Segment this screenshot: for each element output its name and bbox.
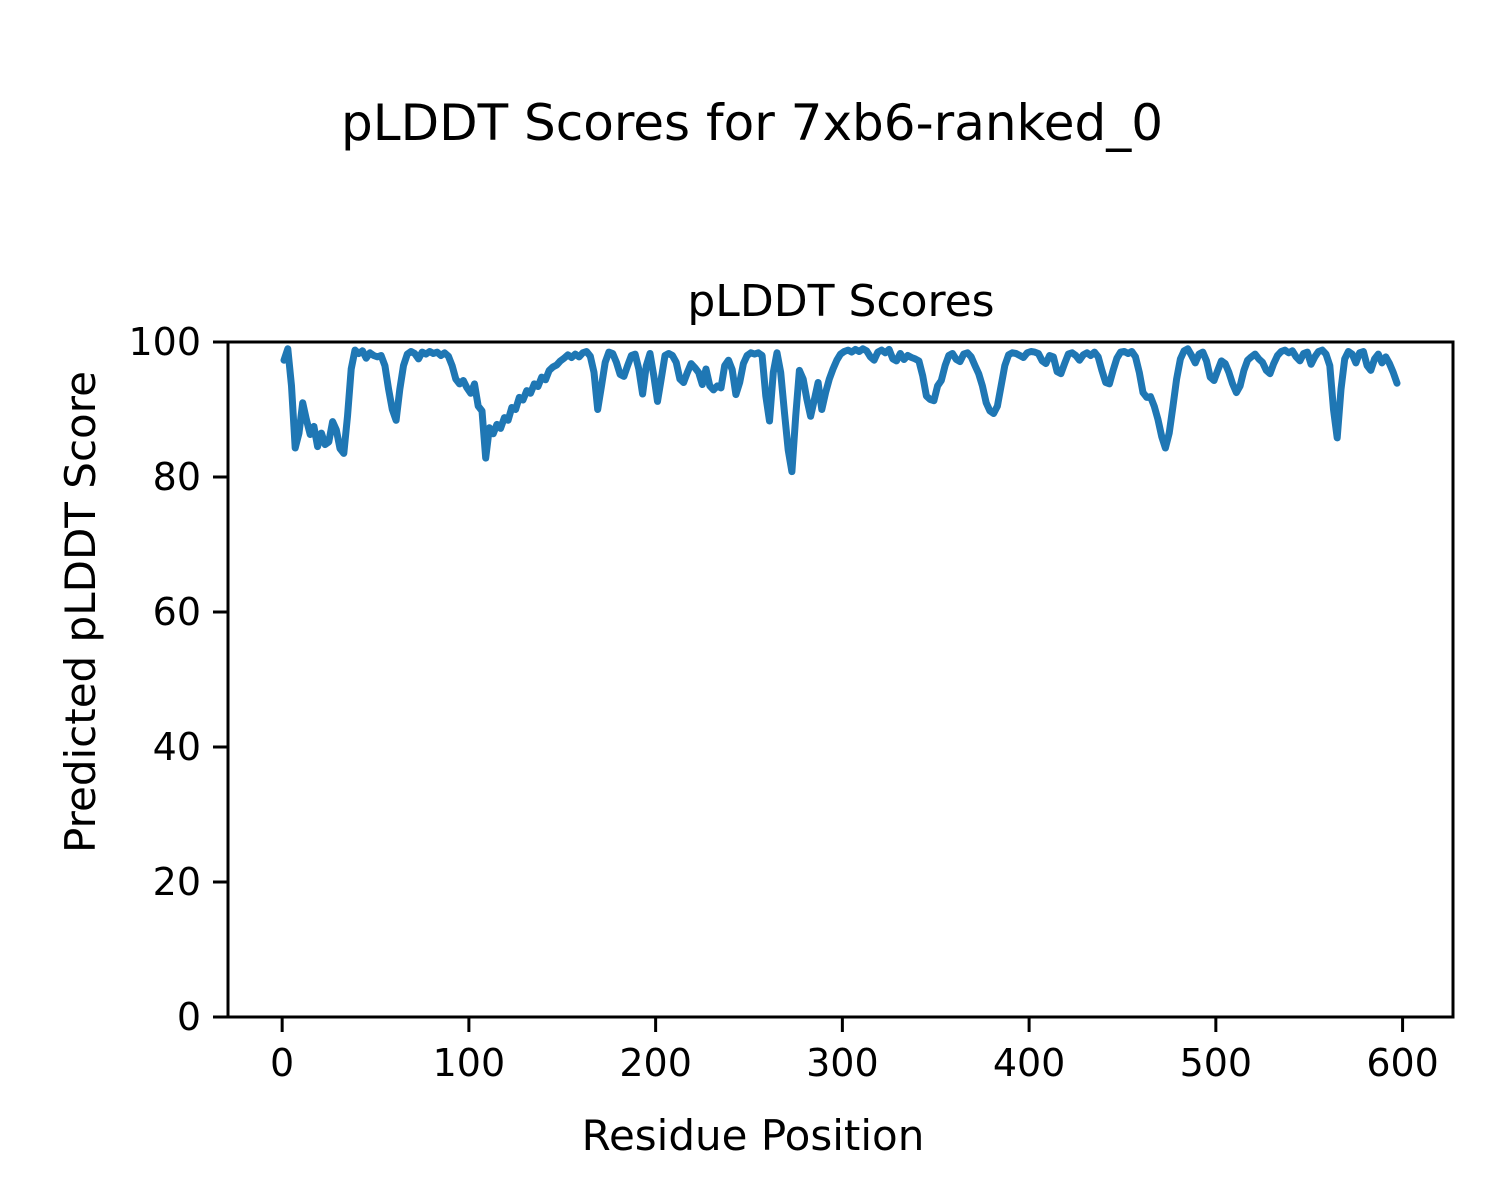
- y-tick-label: 100: [128, 320, 201, 364]
- plddt-score-line: [280, 345, 1401, 476]
- y-tick-label: 40: [153, 725, 201, 769]
- x-tick-label: 0: [270, 1041, 294, 1085]
- y-tick-label: 0: [177, 995, 201, 1039]
- axes-title: pLDDT Scores: [687, 276, 994, 327]
- x-axis-label: Residue Position: [582, 1111, 925, 1160]
- y-tick-label: 20: [153, 860, 201, 904]
- axis-ticks: 0 100 200 300 400 500 600 0 20 40 60 80 100: [128, 320, 1438, 1085]
- axes-frame: [226, 340, 1455, 1019]
- x-tick-label: 200: [619, 1041, 692, 1085]
- y-axis-label: Predicted pLDDT Score: [56, 371, 105, 853]
- x-tick-label: 500: [1180, 1041, 1253, 1085]
- x-tick-label: 600: [1366, 1041, 1439, 1085]
- x-tick-label: 400: [993, 1041, 1066, 1085]
- y-tick-label: 80: [153, 455, 201, 499]
- x-tick-label: 100: [433, 1041, 506, 1085]
- figure-suptitle: pLDDT Scores for 7xb6-ranked_0: [341, 94, 1163, 152]
- x-tick-label: 300: [806, 1041, 879, 1085]
- y-tick-label: 60: [153, 590, 201, 634]
